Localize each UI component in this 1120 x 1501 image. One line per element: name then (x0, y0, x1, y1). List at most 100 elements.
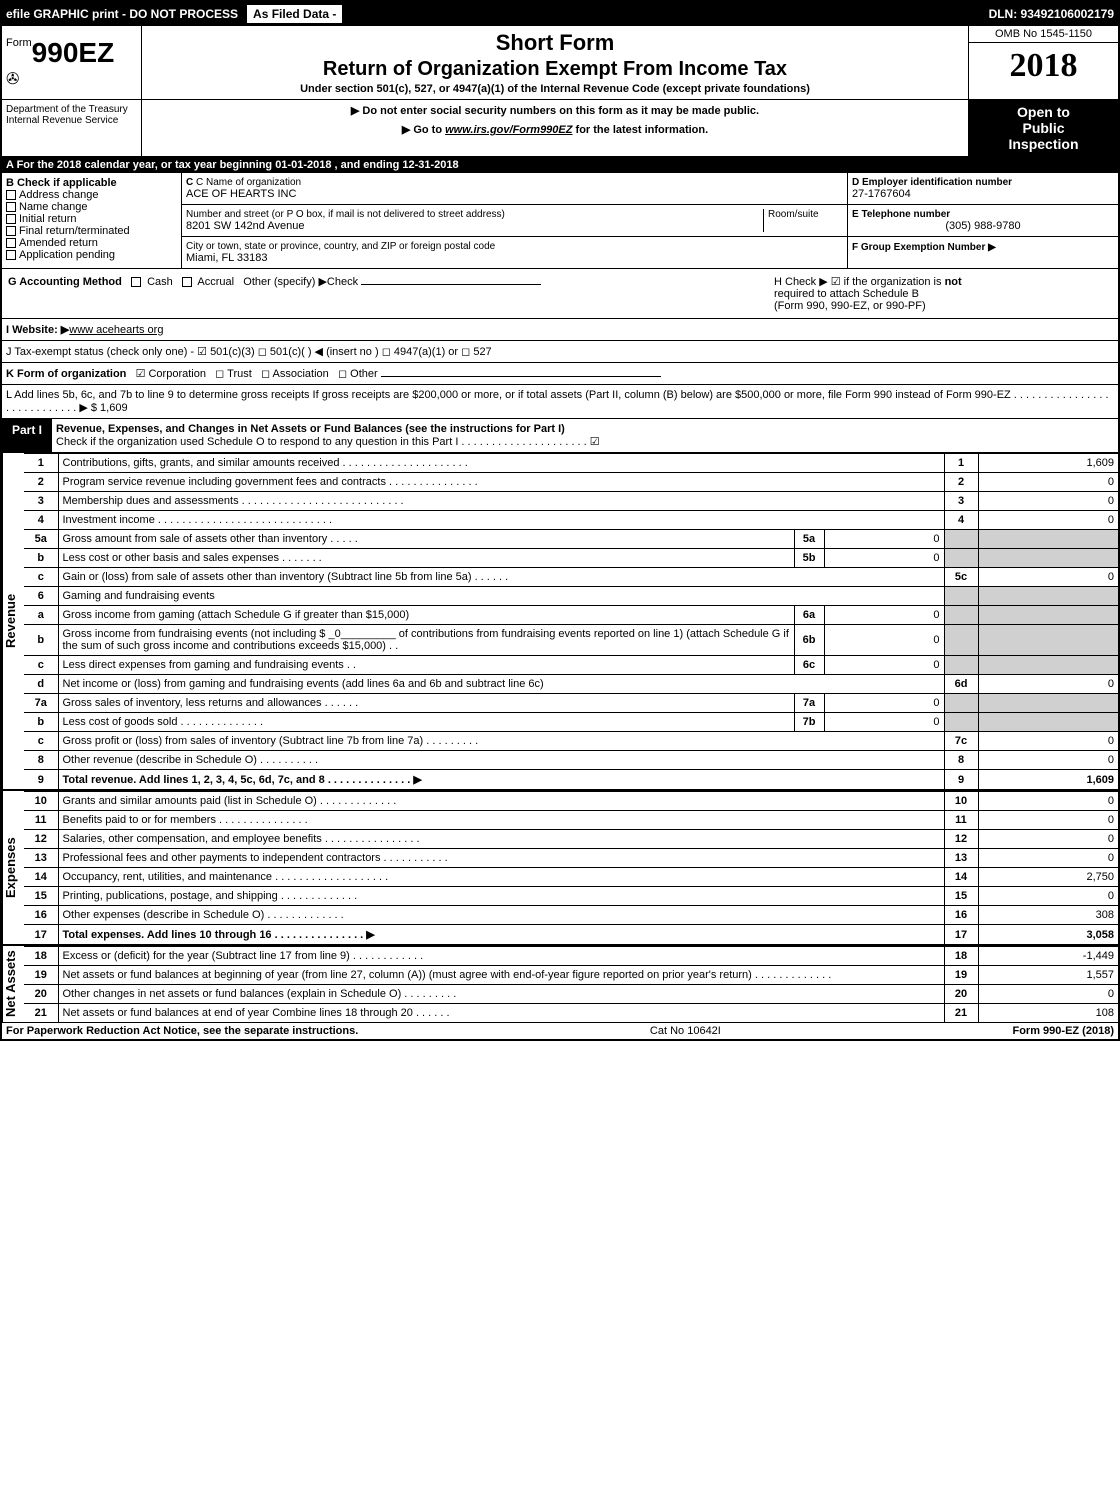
line-16: 16Other expenses (describe in Schedule O… (24, 906, 1118, 925)
line-5b: bLess cost or other basis and sales expe… (24, 549, 1118, 568)
org-name-row: C C Name of organization ACE OF HEARTS I… (182, 173, 847, 205)
line-13: 13Professional fees and other payments t… (24, 849, 1118, 868)
header-center-2: ▶ Do not enter social security numbers o… (142, 100, 968, 156)
expenses-section: Expenses 10Grants and similar amounts pa… (2, 791, 1118, 946)
section-c: C C Name of organization ACE OF HEARTS I… (182, 173, 848, 268)
efile-label: efile GRAPHIC print - DO NOT PROCESS (6, 7, 238, 21)
line-2: 2Program service revenue including gover… (24, 473, 1118, 492)
city-row: City or town, state or province, country… (182, 237, 847, 268)
city-state-zip: Miami, FL 33183 (186, 252, 843, 264)
warn-ssn: ▶ Do not enter social security numbers o… (146, 104, 964, 117)
line-7c: cGross profit or (loss) from sales of in… (24, 732, 1118, 751)
line-6d: dNet income or (loss) from gaming and fu… (24, 675, 1118, 694)
chk-name[interactable]: Name change (6, 201, 177, 213)
tax-year: 2018 (969, 43, 1118, 89)
chk-accrual[interactable] (182, 277, 192, 287)
line-14: 14Occupancy, rent, utilities, and mainte… (24, 868, 1118, 887)
line-18: 18Excess or (deficit) for the year (Subt… (24, 947, 1118, 966)
section-i: I Website: ▶www acehearts org (2, 319, 1118, 341)
street-address: 8201 SW 142nd Avenue (186, 220, 763, 232)
form-number: 990EZ (32, 37, 115, 68)
section-e: E Telephone number (305) 988-9780 (848, 205, 1118, 237)
header-row-2: Department of the Treasury Internal Reve… (2, 100, 1118, 157)
chk-final[interactable]: Final return/terminated (6, 225, 177, 237)
revenue-table: 1Contributions, gifts, grants, and simil… (24, 453, 1118, 789)
form-prefix: Form (6, 37, 32, 49)
line-19: 19Net assets or fund balances at beginni… (24, 966, 1118, 985)
line-21: 21Net assets or fund balances at end of … (24, 1004, 1118, 1023)
form-title: Return of Organization Exempt From Incom… (150, 58, 960, 81)
form-container: efile GRAPHIC print - DO NOT PROCESS As … (0, 0, 1120, 1041)
section-def: D Employer identification number 27-1767… (848, 173, 1118, 268)
line-20: 20Other changes in net assets or fund ba… (24, 985, 1118, 1004)
netassets-section: Net Assets 18Excess or (deficit) for the… (2, 946, 1118, 1022)
part1-tab: Part I (2, 419, 52, 452)
chk-amended[interactable]: Amended return (6, 237, 177, 249)
line-6b: bGross income from fundraising events (n… (24, 625, 1118, 656)
header-right: OMB No 1545-1150 2018 (968, 26, 1118, 99)
expenses-table: 10Grants and similar amounts paid (list … (24, 791, 1118, 944)
irs-eagle-icon: ✇ (6, 69, 137, 89)
section-g: G Accounting Method Cash Accrual Other (… (2, 269, 768, 318)
section-h: H Check ▶ ☑ if the organization is not r… (768, 269, 1118, 318)
org-name: ACE OF HEARTS INC (186, 188, 843, 200)
row-gh: G Accounting Method Cash Accrual Other (… (2, 269, 1118, 319)
section-j: J Tax-exempt status (check only one) - ☑… (2, 341, 1118, 363)
footer-left: For Paperwork Reduction Act Notice, see … (6, 1025, 358, 1037)
netassets-vlabel: Net Assets (2, 946, 24, 1022)
revenue-section: Revenue 1Contributions, gifts, grants, a… (2, 453, 1118, 791)
street-row: Number and street (or P O box, if mail i… (182, 205, 847, 237)
line-5c: cGain or (loss) from sale of assets othe… (24, 568, 1118, 587)
chk-cash[interactable] (131, 277, 141, 287)
form-number-cell: Form990EZ ✇ (2, 26, 142, 99)
line-8: 8Other revenue (describe in Schedule O) … (24, 751, 1118, 770)
line-4: 4Investment income . . . . . . . . . . .… (24, 511, 1118, 530)
section-bcdef: B Check if applicable Address change Nam… (2, 173, 1118, 269)
line-6c: cLess direct expenses from gaming and fu… (24, 656, 1118, 675)
section-l: L Add lines 5b, 6c, and 7b to line 9 to … (2, 385, 1118, 419)
line-17: 17Total expenses. Add lines 10 through 1… (24, 925, 1118, 945)
line-1: 1Contributions, gifts, grants, and simil… (24, 454, 1118, 473)
header-row-1: Form990EZ ✇ Short Form Return of Organiz… (2, 26, 1118, 100)
chk-pending[interactable]: Application pending (6, 249, 177, 261)
line-10: 10Grants and similar amounts paid (list … (24, 792, 1118, 811)
as-filed-box: As Filed Data - (246, 4, 343, 24)
chk-initial[interactable]: Initial return (6, 213, 177, 225)
line-7a: 7aGross sales of inventory, less returns… (24, 694, 1118, 713)
section-b-header: B Check if applicable (6, 177, 177, 189)
dept-cell: Department of the Treasury Internal Reve… (2, 100, 142, 156)
line-6a: aGross income from gaming (attach Schedu… (24, 606, 1118, 625)
inspection-cell: Open to Public Inspection (968, 100, 1118, 156)
top-bar: efile GRAPHIC print - DO NOT PROCESS As … (2, 2, 1118, 26)
line-9: 9Total revenue. Add lines 1, 2, 3, 4, 5c… (24, 770, 1118, 790)
line-3: 3Membership dues and assessments . . . .… (24, 492, 1118, 511)
warn-goto: ▶ Go to www.irs.gov/Form990EZ for the la… (146, 123, 964, 136)
inspect-public: Public (973, 120, 1114, 136)
footer-right: Form 990-EZ (2018) (1012, 1025, 1114, 1037)
netassets-table: 18Excess or (deficit) for the year (Subt… (24, 946, 1118, 1022)
part1-title: Revenue, Expenses, and Changes in Net As… (52, 419, 1118, 452)
section-d: D Employer identification number 27-1767… (848, 173, 1118, 205)
expenses-vlabel: Expenses (2, 791, 24, 944)
chk-address[interactable]: Address change (6, 189, 177, 201)
header-center: Short Form Return of Organization Exempt… (142, 26, 968, 99)
line-12: 12Salaries, other compensation, and empl… (24, 830, 1118, 849)
part1-header: Part I Revenue, Expenses, and Changes in… (2, 419, 1118, 453)
line-6: 6Gaming and fundraising events (24, 587, 1118, 606)
short-form-label: Short Form (150, 30, 960, 56)
line-15: 15Printing, publications, postage, and s… (24, 887, 1118, 906)
dln-label: DLN: 93492106002179 (989, 7, 1114, 21)
ein: 27-1767604 (852, 188, 1114, 200)
room-suite: Room/suite (763, 209, 843, 232)
website: www acehearts org (69, 324, 163, 336)
form-subtitle: Under section 501(c), 527, or 4947(a)(1)… (150, 83, 960, 95)
line-5a: 5aGross amount from sale of assets other… (24, 530, 1118, 549)
line-a: A For the 2018 calendar year, or tax yea… (2, 157, 1118, 173)
section-k: K Form of organization ☑ Corporation ◻ T… (2, 363, 1118, 385)
telephone: (305) 988-9780 (852, 220, 1114, 232)
line-7b: bLess cost of goods sold . . . . . . . .… (24, 713, 1118, 732)
inspect-open: Open to (973, 104, 1114, 120)
footer-center: Cat No 10642I (650, 1025, 721, 1037)
footer: For Paperwork Reduction Act Notice, see … (2, 1022, 1118, 1039)
omb-number: OMB No 1545-1150 (969, 26, 1118, 43)
